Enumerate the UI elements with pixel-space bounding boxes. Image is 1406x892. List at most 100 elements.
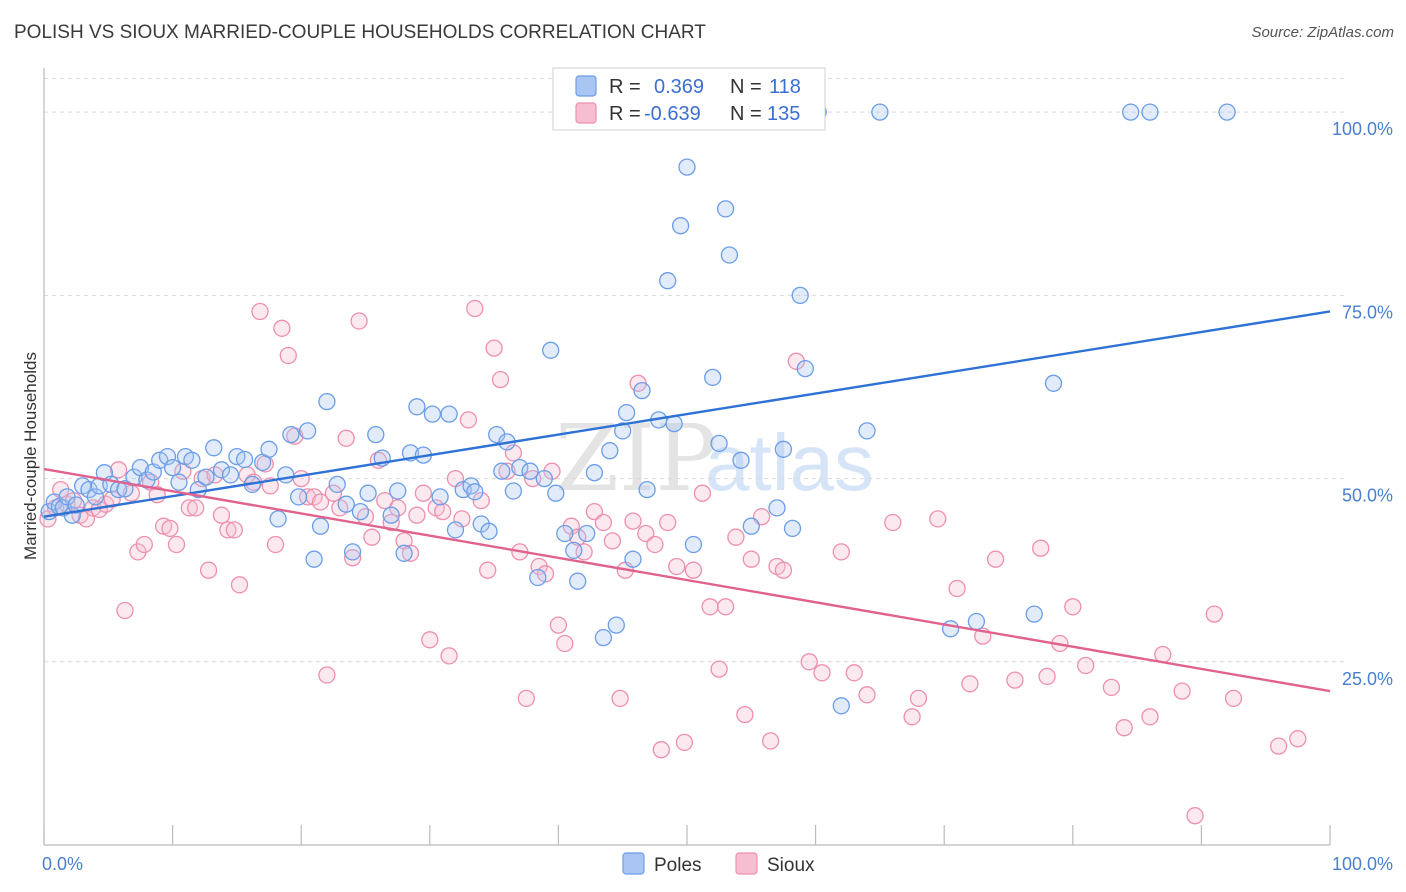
bottom-legend-label-poles: Poles xyxy=(654,855,702,876)
y-tick-label-50: 50.0% xyxy=(1342,486,1393,506)
poles-point xyxy=(170,473,188,491)
legend-n-label-sioux: N = xyxy=(730,103,762,125)
y-tick-label-75: 75.0% xyxy=(1342,302,1393,322)
poles-point xyxy=(205,439,223,457)
poles-point xyxy=(197,468,215,486)
bottom-legend-swatch-sioux xyxy=(735,852,758,875)
sioux-point xyxy=(421,631,439,649)
sioux-point xyxy=(701,598,719,616)
sioux-point xyxy=(161,519,179,538)
sioux-point xyxy=(659,513,677,532)
sioux-point xyxy=(401,544,420,562)
bottom-legend-label-sioux: Sioux xyxy=(767,855,815,876)
poles-point xyxy=(1025,605,1043,623)
sioux-point xyxy=(675,733,694,752)
poles-point xyxy=(351,502,370,521)
sioux-point xyxy=(929,510,947,528)
poles-point xyxy=(796,359,814,378)
poles-point xyxy=(158,447,177,466)
correlation-legend: R = 0.369 N = 118 R = -0.639 N = 135 xyxy=(552,67,826,131)
sioux-point xyxy=(761,732,780,750)
sioux-point xyxy=(727,528,745,546)
sioux-point xyxy=(382,513,400,532)
sioux-point xyxy=(646,535,664,554)
legend-r-label-poles: R = xyxy=(609,76,641,98)
sioux-point xyxy=(961,675,979,693)
sioux-point xyxy=(485,339,503,357)
poles-point xyxy=(871,103,889,121)
poles-point xyxy=(305,550,323,568)
legend-swatch-sioux xyxy=(575,102,597,124)
sioux-point xyxy=(1064,598,1082,616)
sioux-point xyxy=(116,601,134,620)
poles-point xyxy=(466,483,484,501)
poles-point xyxy=(298,422,317,440)
poles-point xyxy=(732,451,750,469)
poles-point xyxy=(704,368,722,387)
poles-point xyxy=(212,461,231,479)
sioux-point xyxy=(343,549,362,567)
sioux-point xyxy=(594,513,613,532)
poles-point xyxy=(578,524,596,543)
sioux-point xyxy=(736,705,754,724)
sioux-point xyxy=(884,513,902,532)
poles-point xyxy=(565,541,583,560)
sioux-trend-line xyxy=(43,467,1331,693)
sioux-point xyxy=(611,689,629,708)
sioux-point xyxy=(408,506,426,524)
sioux-point xyxy=(1102,678,1121,697)
sioux-point xyxy=(103,490,121,508)
sioux-point xyxy=(251,302,269,321)
sioux-point xyxy=(363,528,381,546)
sioux-point xyxy=(845,664,863,682)
poles-point xyxy=(1141,103,1159,121)
sioux-point xyxy=(318,666,336,684)
sioux-point xyxy=(311,493,330,511)
sioux-point xyxy=(472,491,490,510)
poles-point xyxy=(389,482,407,500)
poles-point xyxy=(235,450,254,469)
sioux-point xyxy=(1032,539,1050,557)
sioux-point xyxy=(298,488,317,506)
sioux-point xyxy=(1006,671,1024,689)
poles-point xyxy=(684,535,703,554)
poles-point xyxy=(585,464,604,482)
poles-point xyxy=(382,506,400,524)
poles-point xyxy=(659,272,677,290)
poles-point xyxy=(624,550,642,568)
poles-point xyxy=(269,510,287,528)
sioux-point xyxy=(292,469,310,488)
sioux-points xyxy=(39,299,1307,825)
poles-point xyxy=(569,572,587,590)
poles-point xyxy=(671,217,690,235)
legend-box xyxy=(552,67,826,131)
watermark-atlas: atlas xyxy=(705,418,874,507)
sioux-point xyxy=(279,346,297,365)
sioux-point xyxy=(549,616,568,634)
chart-title: POLISH VS SIOUX MARRIED-COUPLE HOUSEHOLD… xyxy=(14,22,706,43)
poles-point xyxy=(163,458,182,477)
poles-point xyxy=(633,381,651,400)
poles-point xyxy=(359,484,377,502)
sioux-point xyxy=(180,499,198,517)
poles-point xyxy=(337,495,355,513)
poles-point xyxy=(967,612,986,631)
poles-point xyxy=(535,469,553,488)
poles-point xyxy=(556,524,574,543)
sioux-point xyxy=(199,561,218,579)
legend-r-value-sioux: -0.639 xyxy=(644,103,701,125)
sioux-point xyxy=(986,550,1005,568)
legend-r-label-sioux: R = xyxy=(609,103,641,125)
y-tick-label-25: 25.0% xyxy=(1342,669,1393,689)
watermark: ZIP atlas xyxy=(555,405,874,512)
poles-point xyxy=(221,466,240,484)
poles-point xyxy=(408,398,426,416)
sioux-point xyxy=(109,461,128,479)
poles-point xyxy=(431,488,449,506)
sioux-point xyxy=(466,299,484,318)
x-axis-ticks xyxy=(43,825,1331,845)
poles-point xyxy=(289,488,308,506)
series-legend: Poles Sioux xyxy=(622,852,815,876)
sioux-point xyxy=(324,484,343,502)
legend-swatch-poles xyxy=(575,75,597,97)
